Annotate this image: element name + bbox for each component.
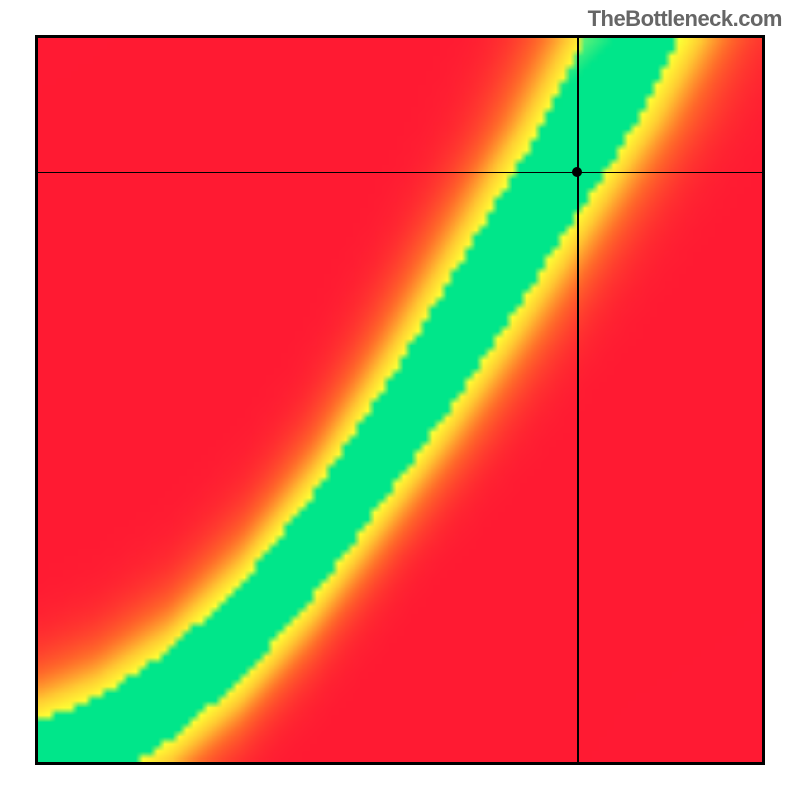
plot-area [35,35,765,765]
crosshair-horizontal [38,172,762,174]
watermark-label: TheBottleneck.com [588,6,782,32]
heatmap-canvas [38,38,762,762]
crosshair-vertical [577,38,579,762]
chart-container: TheBottleneck.com [0,0,800,800]
crosshair-marker [572,167,582,177]
